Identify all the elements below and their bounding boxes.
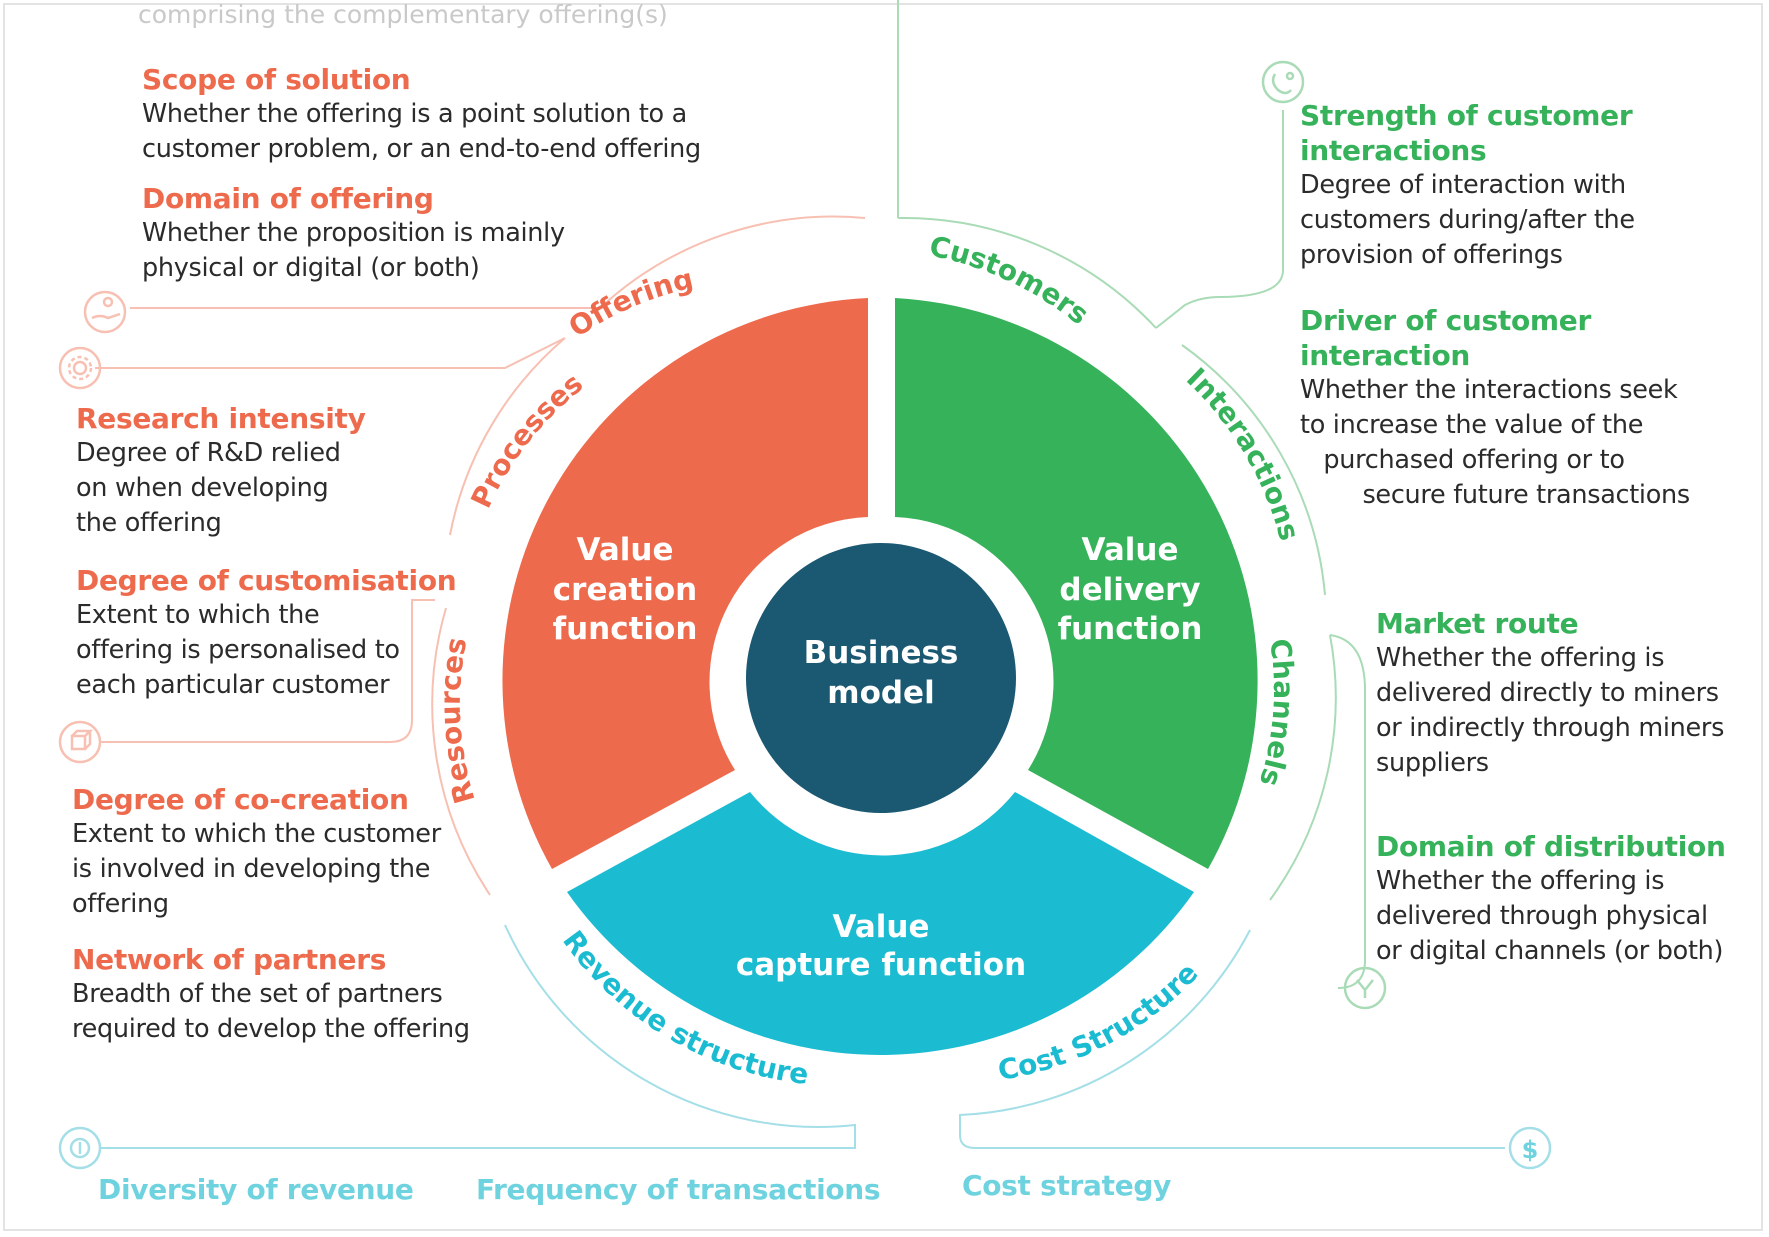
strength-of-interactions-title-line1: Strength of customer [1300, 99, 1633, 132]
driver-of-interaction-title-line1: Driver of customer [1300, 304, 1592, 337]
degree-of-co-creation-block: Degree of co-creation Extent to which th… [72, 782, 441, 922]
svg-text:$: $ [1522, 1136, 1539, 1164]
creation-label-line3: function [553, 611, 698, 647]
strength-of-interactions-title-line2: interactions [1300, 134, 1487, 167]
creation-label-line1: Value [577, 532, 674, 568]
network-of-partners-block: Network of partners Breadth of the set o… [72, 942, 470, 1047]
business-model-center [746, 543, 1016, 813]
scope-of-solution-line2: customer problem, or an end-to-end offer… [142, 134, 701, 164]
resources-connector-line [100, 599, 435, 743]
scope-of-solution-title: Scope of solution [142, 63, 411, 96]
dollar-icon: $ [1508, 1126, 1552, 1170]
market-route-block: Market route Whether the offering is del… [1376, 606, 1724, 781]
market-route-line2: delivered directly to miners [1376, 678, 1719, 708]
degree-of-co-creation-title: Degree of co-creation [72, 783, 409, 816]
diversity-of-revenue-block: Diversity of revenue [98, 1172, 414, 1207]
diversity-of-revenue-title: Diversity of revenue [98, 1173, 414, 1206]
domain-of-distribution-line3: or digital channels (or both) [1376, 936, 1724, 966]
value-creation-segment [502, 298, 868, 869]
delivery-connectors [897, 0, 1366, 989]
strength-of-interactions-line1: Degree of interaction with [1300, 170, 1626, 200]
ring-label-offering: Offering [563, 262, 697, 344]
customers-outer-arc [897, 216, 1157, 329]
interactions-connector-line [1155, 110, 1284, 329]
value-delivery-segment [895, 298, 1258, 869]
phone-cycle-icon [1261, 60, 1305, 104]
channels-outer-arc [1269, 634, 1337, 901]
cost-connector-line [959, 929, 1505, 1149]
channels-connector-line [1329, 634, 1366, 989]
delivery-label-line3: function [1058, 611, 1203, 647]
market-route-line1: Whether the offering is [1376, 643, 1665, 673]
value-capture-segment [567, 792, 1194, 1055]
domain-of-offering-line1: Whether the proposition is mainly [142, 218, 565, 248]
degree-of-customisation-line3: each particular customer [76, 670, 390, 700]
degree-of-co-creation-line2: is involved in developing the [72, 854, 431, 884]
center-label-line1: Business [804, 635, 959, 671]
cutoff-top-text: comprising the complementary offering(s) [138, 0, 668, 29]
offering-outer-arc [599, 215, 866, 309]
cost-strategy-block: Cost strategy [962, 1168, 1171, 1203]
center-label-line2: model [827, 675, 934, 711]
strength-of-interactions-line2: customers during/after the [1300, 205, 1635, 235]
domain-of-distribution-line2: delivered through physical [1376, 901, 1708, 931]
driver-of-interaction-line2: to increase the value of the [1300, 410, 1644, 440]
image-frame [3, 3, 1763, 1231]
domain-of-distribution-line1: Whether the offering is [1376, 866, 1665, 896]
creation-label-line2: creation [553, 572, 697, 608]
domain-of-offering-block: Domain of offering Whether the propositi… [142, 181, 565, 286]
cube-icon [58, 720, 102, 764]
scope-of-solution-block: Scope of solution Whether the offering i… [142, 62, 701, 167]
processes-outer-arc [449, 337, 566, 536]
market-route-line4: suppliers [1376, 748, 1489, 778]
capture-label-line1: Value [833, 909, 930, 945]
offering-connectors [95, 215, 866, 896]
revenue-connector-line [100, 924, 856, 1149]
interactions-outer-arc [1181, 344, 1326, 596]
network-of-partners-line1: Breadth of the set of partners [72, 979, 443, 1009]
degree-of-customisation-block: Degree of customisation Extent to which … [76, 563, 457, 703]
frequency-of-transactions-block: Frequency of transactions [476, 1172, 881, 1207]
capture-connectors [100, 924, 1505, 1149]
capture-label-line2: capture function [736, 947, 1026, 983]
hand-person-icon [83, 290, 127, 334]
driver-of-interaction-title-line2: interaction [1300, 339, 1471, 372]
degree-of-co-creation-line3: offering [72, 889, 169, 919]
research-intensity-line1: Degree of R&D relied [76, 438, 341, 468]
network-of-partners-title: Network of partners [72, 943, 387, 976]
delivery-label-line1: Value [1082, 532, 1179, 568]
driver-of-interaction-line1: Whether the interactions seek [1300, 375, 1678, 405]
driver-of-interaction-line3: purchased offering or to [1300, 445, 1625, 475]
degree-of-customisation-title: Degree of customisation [76, 564, 457, 597]
cost-strategy-title: Cost strategy [962, 1169, 1172, 1202]
research-intensity-line3: the offering [76, 508, 222, 538]
network-of-partners-line2: required to develop the offering [72, 1014, 470, 1044]
domain-of-distribution-title: Domain of distribution [1376, 830, 1726, 863]
strength-of-interactions-line3: provision of offerings [1300, 240, 1563, 270]
processes-connector-line [95, 337, 566, 369]
delivery-label-line2: delivery [1059, 572, 1200, 608]
resources-outer-arc [431, 607, 491, 896]
strength-of-interactions-block: Strength of customer interactions Degree… [1300, 98, 1635, 273]
ring-label-channels: Channels [1253, 637, 1300, 790]
degree-of-customisation-line2: offering is personalised to [76, 635, 400, 665]
scope-of-solution-line1: Whether the offering is a point solution… [142, 99, 687, 129]
market-route-title: Market route [1376, 607, 1579, 640]
market-route-line3: or indirectly through miners [1376, 713, 1725, 743]
driver-of-interaction-line4: secure future transactions [1300, 480, 1690, 510]
domain-of-offering-title: Domain of offering [142, 182, 434, 215]
research-intensity-block: Research intensity Degree of R&D relied … [76, 401, 366, 541]
coin-icon [58, 1126, 102, 1170]
frequency-of-transactions-title: Frequency of transactions [476, 1173, 881, 1206]
domain-of-distribution-block: Domain of distribution Whether the offer… [1376, 829, 1726, 969]
research-intensity-title: Research intensity [76, 402, 366, 435]
degree-of-customisation-line1: Extent to which the [76, 600, 320, 630]
domain-of-offering-line2: physical or digital (or both) [142, 253, 480, 283]
gear-icon [58, 346, 102, 390]
research-intensity-line2: on when developing [76, 473, 329, 503]
degree-of-co-creation-line1: Extent to which the customer [72, 819, 441, 849]
driver-of-interaction-block: Driver of customer interaction Whether t… [1300, 303, 1690, 513]
branch-icon [1343, 966, 1387, 1010]
